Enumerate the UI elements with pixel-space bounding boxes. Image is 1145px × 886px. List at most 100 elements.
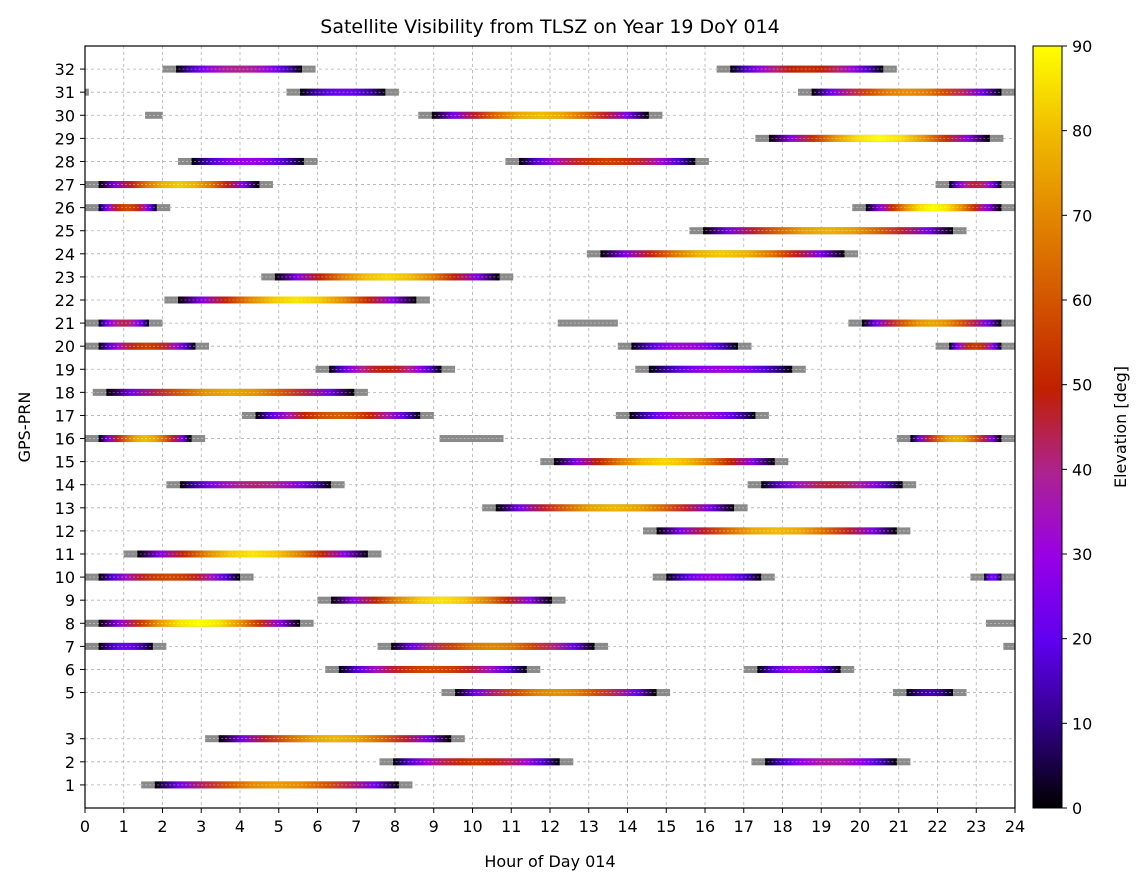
- y-tick-label: 27: [55, 176, 75, 195]
- visibility-pass-prn-31: [85, 88, 89, 96]
- elevation-bar: [255, 411, 421, 419]
- visibility-bars: [85, 65, 1015, 789]
- low-elevation-segment: [439, 435, 504, 443]
- visibility-pass-prn-12: [643, 527, 911, 535]
- y-tick-label: 19: [55, 360, 75, 379]
- y-tick-label: 12: [55, 522, 75, 541]
- visibility-pass-prn-21: [557, 319, 618, 327]
- visibility-pass-prn-10: [970, 573, 1015, 581]
- y-tick-label: 1: [65, 776, 75, 795]
- y-tick-label: 25: [55, 222, 75, 241]
- visibility-pass-prn-30: [418, 111, 663, 119]
- y-tick-label: 6: [65, 660, 75, 679]
- y-tick-label: 31: [55, 83, 75, 102]
- x-tick-label: 21: [889, 817, 909, 836]
- visibility-pass-prn-26: [85, 204, 171, 212]
- visibility-pass-prn-30: [145, 111, 163, 119]
- elevation-bar: [600, 250, 845, 258]
- visibility-pass-prn-3: [205, 735, 465, 743]
- x-tick-label: 22: [927, 817, 947, 836]
- elevation-bar: [431, 111, 649, 119]
- visibility-pass-prn-21: [848, 319, 1015, 327]
- y-tick-label: 5: [65, 684, 75, 703]
- x-tick-label: 4: [235, 817, 245, 836]
- visibility-pass-prn-24: [586, 250, 859, 258]
- elevation-bar: [949, 342, 1002, 350]
- y-tick-label: 10: [55, 568, 75, 587]
- x-tick-label: 17: [734, 817, 754, 836]
- visibility-pass-prn-15: [540, 458, 789, 466]
- y-axis-ticks: 1235678910111213141516171819202122232425…: [55, 60, 85, 795]
- visibility-pass-prn-7: [377, 642, 609, 650]
- x-tick-label: 7: [351, 817, 361, 836]
- x-tick-label: 16: [695, 817, 715, 836]
- elevation-bar: [703, 227, 953, 235]
- colorbar-tick-label: 60: [1072, 291, 1092, 310]
- visibility-pass-prn-23: [261, 273, 514, 281]
- y-tick-label: 8: [65, 614, 75, 633]
- visibility-pass-prn-16: [85, 435, 206, 443]
- visibility-pass-prn-17: [615, 411, 769, 419]
- x-tick-label: 0: [80, 817, 90, 836]
- elevation-bar: [391, 642, 595, 650]
- x-tick-label: 8: [390, 817, 400, 836]
- colorbar-tick-label: 70: [1072, 206, 1092, 225]
- y-tick-label: 17: [55, 406, 75, 425]
- x-axis-title: Hour of Day 014: [484, 852, 615, 871]
- x-tick-label: 2: [157, 817, 167, 836]
- visibility-pass-prn-14: [166, 481, 345, 489]
- visibility-pass-prn-19: [315, 365, 456, 373]
- visibility-pass-prn-28: [178, 157, 318, 165]
- visibility-pass-prn-20: [935, 342, 1015, 350]
- low-elevation-segment: [985, 619, 1015, 627]
- elevation-bar: [861, 319, 1002, 327]
- y-tick-label: 29: [55, 129, 75, 148]
- colorbar-tick-label: 0: [1072, 799, 1082, 818]
- y-tick-label: 26: [55, 199, 75, 218]
- visibility-pass-prn-7: [85, 642, 167, 650]
- visibility-pass-prn-19: [635, 365, 806, 373]
- visibility-pass-prn-18: [92, 388, 368, 396]
- visibility-pass-prn-31: [286, 88, 399, 96]
- visibility-pass-prn-27: [935, 181, 1015, 189]
- y-tick-label: 2: [65, 753, 75, 772]
- x-tick-label: 12: [540, 817, 560, 836]
- colorbar-tick-label: 50: [1072, 376, 1092, 395]
- elevation-bar: [98, 319, 149, 327]
- colorbar-label: Elevation [deg]: [1111, 366, 1130, 488]
- visibility-pass-prn-14: [747, 481, 917, 489]
- visibility-pass-prn-16: [439, 435, 504, 443]
- x-tick-label: 10: [462, 817, 482, 836]
- visibility-pass-prn-13: [482, 504, 748, 512]
- visibility-pass-prn-9: [317, 596, 566, 604]
- y-tick-label: 23: [55, 268, 75, 287]
- visibility-pass-prn-5: [441, 689, 671, 697]
- elevation-bar: [910, 435, 1002, 443]
- y-tick-label: 28: [55, 152, 75, 171]
- visibility-pass-prn-1: [141, 781, 413, 789]
- colorbar-tick-label: 90: [1072, 37, 1092, 56]
- y-tick-label: 21: [55, 314, 75, 333]
- x-tick-label: 5: [274, 817, 284, 836]
- visibility-pass-prn-21: [85, 319, 163, 327]
- visibility-pass-prn-8: [85, 619, 314, 627]
- y-tick-label: 13: [55, 499, 75, 518]
- visibility-pass-prn-2: [379, 758, 574, 766]
- y-tick-label: 3: [65, 730, 75, 749]
- x-tick-label: 1: [119, 817, 129, 836]
- x-axis-ticks: 0 1 2 3 4 5 6 7 8 9 10 11 12 13 14 15 16 17 18 19 20 21 22 23 24: [80, 808, 1025, 836]
- elevation-bar: [949, 181, 1002, 189]
- elevation-bar: [455, 689, 657, 697]
- elevation-bar: [730, 65, 884, 73]
- x-tick-label: 6: [312, 817, 322, 836]
- visibility-pass-prn-31: [798, 88, 1015, 96]
- elevation-bar: [765, 758, 897, 766]
- colorbar-tick-label: 30: [1072, 545, 1092, 564]
- y-tick-label: 20: [55, 337, 75, 356]
- visibility-pass-prn-29: [755, 134, 1004, 142]
- y-tick-label: 7: [65, 637, 75, 656]
- visibility-pass-prn-28: [505, 157, 709, 165]
- visibility-pass-prn-11: [123, 550, 382, 558]
- low-elevation-segment: [557, 319, 618, 327]
